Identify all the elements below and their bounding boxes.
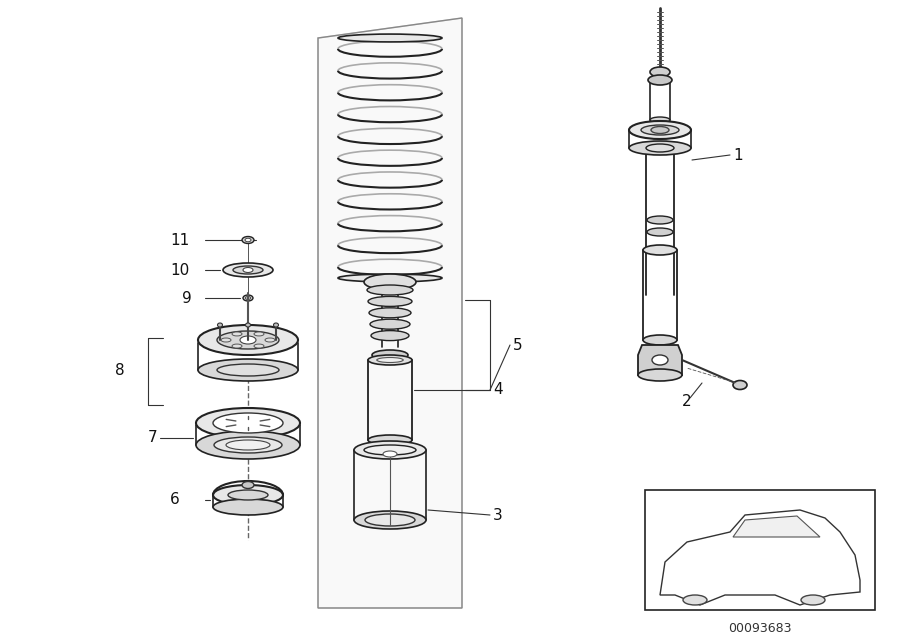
Ellipse shape xyxy=(232,344,242,348)
Ellipse shape xyxy=(226,440,270,450)
Ellipse shape xyxy=(245,238,251,242)
Text: 2: 2 xyxy=(682,394,691,410)
Ellipse shape xyxy=(367,285,413,295)
Text: 5: 5 xyxy=(513,338,523,352)
Ellipse shape xyxy=(643,245,677,255)
Ellipse shape xyxy=(368,435,412,445)
Ellipse shape xyxy=(214,437,282,453)
Text: 1: 1 xyxy=(733,148,742,162)
Ellipse shape xyxy=(338,274,442,282)
Ellipse shape xyxy=(233,266,263,274)
Ellipse shape xyxy=(218,323,222,327)
Ellipse shape xyxy=(647,216,673,224)
Text: 8: 8 xyxy=(115,362,124,378)
Polygon shape xyxy=(638,345,682,375)
Ellipse shape xyxy=(198,325,298,355)
Ellipse shape xyxy=(213,485,283,505)
Ellipse shape xyxy=(196,408,300,438)
Text: 11: 11 xyxy=(170,233,189,248)
Ellipse shape xyxy=(274,323,278,327)
Ellipse shape xyxy=(641,125,679,135)
Ellipse shape xyxy=(638,369,682,381)
Ellipse shape xyxy=(240,336,256,344)
Ellipse shape xyxy=(243,268,253,273)
Ellipse shape xyxy=(629,121,691,139)
Ellipse shape xyxy=(647,228,673,236)
Ellipse shape xyxy=(383,451,397,457)
Ellipse shape xyxy=(246,296,250,299)
Ellipse shape xyxy=(232,332,242,336)
Ellipse shape xyxy=(370,319,410,329)
Ellipse shape xyxy=(265,338,275,342)
Ellipse shape xyxy=(368,296,412,306)
Ellipse shape xyxy=(364,274,416,290)
Ellipse shape xyxy=(254,344,264,348)
Ellipse shape xyxy=(683,595,707,605)
Ellipse shape xyxy=(338,34,442,42)
Text: 9: 9 xyxy=(182,290,192,306)
Ellipse shape xyxy=(372,350,408,360)
Polygon shape xyxy=(733,516,820,537)
Ellipse shape xyxy=(651,127,669,134)
Text: 00093683: 00093683 xyxy=(728,622,792,634)
Ellipse shape xyxy=(650,117,670,123)
Ellipse shape xyxy=(221,338,231,342)
Text: 3: 3 xyxy=(493,508,503,522)
Text: 4: 4 xyxy=(493,382,502,397)
Ellipse shape xyxy=(354,441,426,459)
Ellipse shape xyxy=(369,308,411,318)
Ellipse shape xyxy=(650,67,670,77)
Ellipse shape xyxy=(246,323,250,327)
Ellipse shape xyxy=(217,331,279,349)
Ellipse shape xyxy=(364,445,416,455)
Ellipse shape xyxy=(223,263,273,277)
Ellipse shape xyxy=(377,357,403,362)
Ellipse shape xyxy=(242,482,254,489)
Text: 7: 7 xyxy=(148,431,157,445)
Ellipse shape xyxy=(354,511,426,529)
Ellipse shape xyxy=(228,490,268,500)
Text: 10: 10 xyxy=(170,262,189,278)
Ellipse shape xyxy=(217,364,279,376)
Ellipse shape xyxy=(365,514,415,526)
Polygon shape xyxy=(660,510,860,605)
Ellipse shape xyxy=(801,595,825,605)
Ellipse shape xyxy=(243,295,253,301)
Ellipse shape xyxy=(643,335,677,345)
Ellipse shape xyxy=(368,355,412,365)
Polygon shape xyxy=(318,18,462,608)
Bar xyxy=(645,490,875,610)
Ellipse shape xyxy=(242,236,254,243)
Ellipse shape xyxy=(254,332,264,336)
Ellipse shape xyxy=(371,331,409,341)
Ellipse shape xyxy=(629,141,691,155)
Ellipse shape xyxy=(648,75,672,85)
Ellipse shape xyxy=(652,355,668,365)
Ellipse shape xyxy=(196,431,300,459)
Text: 6: 6 xyxy=(170,492,180,508)
Ellipse shape xyxy=(213,499,283,515)
Ellipse shape xyxy=(733,380,747,389)
Ellipse shape xyxy=(213,413,283,433)
Ellipse shape xyxy=(198,359,298,381)
Ellipse shape xyxy=(646,144,674,152)
